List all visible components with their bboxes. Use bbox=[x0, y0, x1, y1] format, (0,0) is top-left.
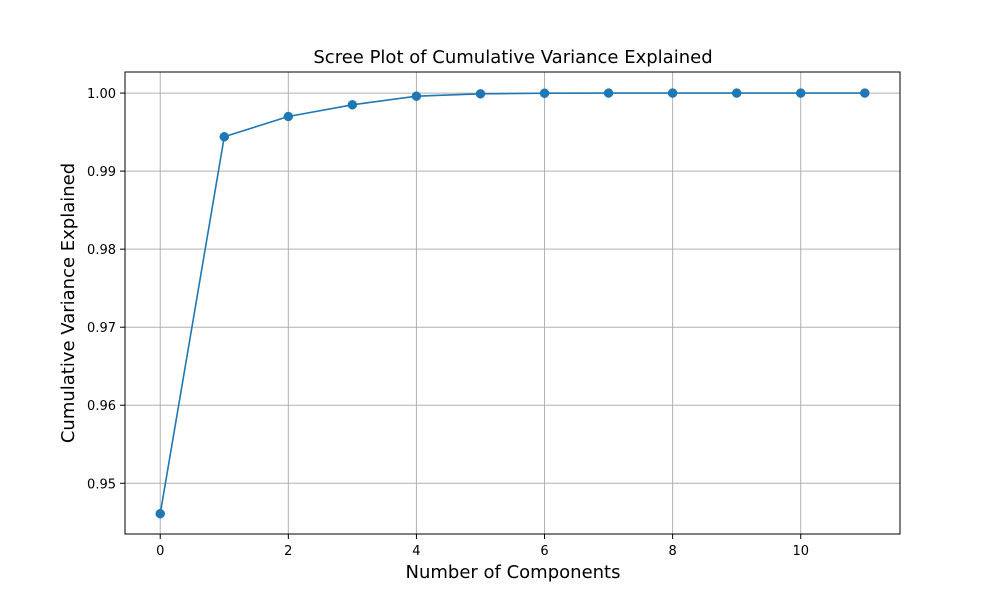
x-axis-ticks: 0 2 4 6 8 10 bbox=[156, 534, 809, 559]
data-point bbox=[539, 88, 550, 98]
data-point bbox=[219, 132, 230, 142]
data-point bbox=[475, 89, 486, 99]
y-tick-label: 0.98 bbox=[87, 243, 116, 258]
plot-area-frame bbox=[124, 71, 901, 535]
x-tick-label: 0 bbox=[156, 544, 164, 559]
x-tick-label: 10 bbox=[792, 544, 809, 559]
y-tick-label: 0.99 bbox=[87, 165, 116, 180]
y-axis-ticks: 0.95 0.96 0.97 0.98 0.99 1.00 bbox=[87, 87, 125, 492]
data-point bbox=[731, 88, 742, 98]
data-point bbox=[667, 88, 678, 98]
x-axis-label: Number of Components bbox=[406, 562, 621, 583]
data-point bbox=[411, 91, 422, 101]
y-tick-label: 0.95 bbox=[87, 477, 116, 492]
x-tick-label: 8 bbox=[668, 544, 676, 559]
y-tick-label: 0.96 bbox=[87, 399, 116, 414]
data-point bbox=[283, 111, 294, 122]
x-tick-label: 2 bbox=[284, 544, 292, 559]
series-line bbox=[159, 92, 865, 514]
y-tick-label: 1.00 bbox=[87, 87, 116, 102]
x-tick-label: 6 bbox=[540, 544, 548, 559]
data-point bbox=[347, 100, 358, 110]
y-axis-label: Cumulative Variance Explained bbox=[58, 163, 79, 443]
chart-title: Scree Plot of Cumulative Variance Explai… bbox=[313, 47, 712, 68]
x-tick-label: 4 bbox=[412, 544, 420, 559]
data-point bbox=[603, 88, 614, 98]
data-point bbox=[795, 88, 806, 98]
series-group bbox=[155, 88, 870, 519]
grid bbox=[125, 72, 900, 534]
data-point bbox=[860, 88, 870, 98]
y-tick-label: 0.97 bbox=[87, 321, 116, 336]
data-point bbox=[155, 508, 165, 519]
